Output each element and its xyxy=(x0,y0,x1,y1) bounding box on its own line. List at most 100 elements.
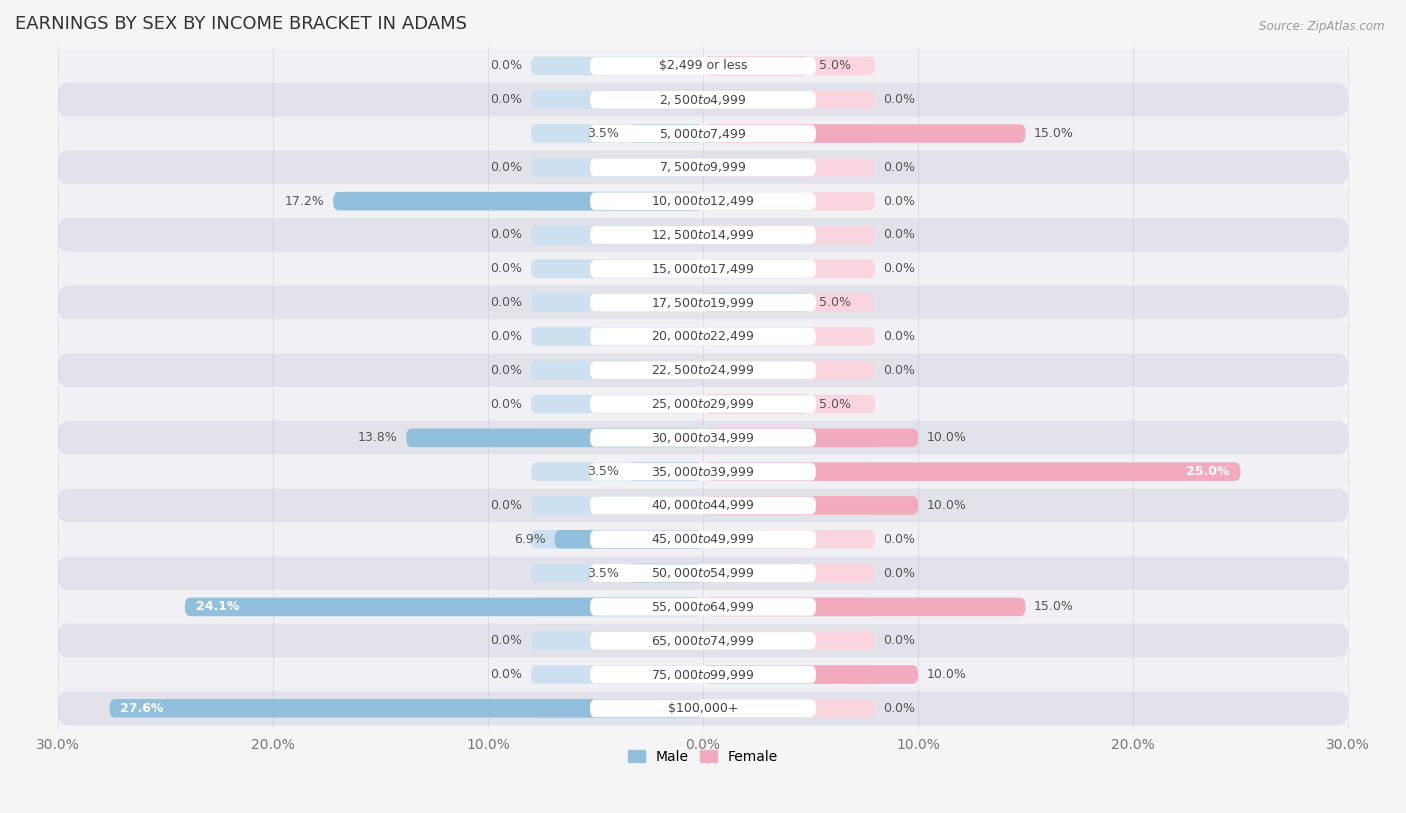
FancyBboxPatch shape xyxy=(58,320,1348,354)
FancyBboxPatch shape xyxy=(703,699,875,718)
Text: 0.0%: 0.0% xyxy=(491,228,523,241)
Text: 0.0%: 0.0% xyxy=(883,533,915,546)
FancyBboxPatch shape xyxy=(531,598,703,616)
Text: 0.0%: 0.0% xyxy=(883,702,915,715)
FancyBboxPatch shape xyxy=(703,158,875,176)
Text: $2,500 to $4,999: $2,500 to $4,999 xyxy=(659,93,747,107)
FancyBboxPatch shape xyxy=(58,252,1348,285)
FancyBboxPatch shape xyxy=(531,632,703,650)
Text: 5.0%: 5.0% xyxy=(820,59,851,72)
FancyBboxPatch shape xyxy=(58,624,1348,658)
FancyBboxPatch shape xyxy=(531,226,703,244)
FancyBboxPatch shape xyxy=(531,463,703,481)
FancyBboxPatch shape xyxy=(591,429,815,446)
Text: 10.0%: 10.0% xyxy=(927,432,966,445)
FancyBboxPatch shape xyxy=(627,463,703,481)
FancyBboxPatch shape xyxy=(703,395,875,413)
FancyBboxPatch shape xyxy=(531,57,703,76)
FancyBboxPatch shape xyxy=(627,563,703,582)
FancyBboxPatch shape xyxy=(531,158,703,176)
Text: $25,000 to $29,999: $25,000 to $29,999 xyxy=(651,397,755,411)
FancyBboxPatch shape xyxy=(58,218,1348,252)
Text: 0.0%: 0.0% xyxy=(883,363,915,376)
FancyBboxPatch shape xyxy=(591,699,815,717)
FancyBboxPatch shape xyxy=(703,665,918,684)
Text: 24.1%: 24.1% xyxy=(195,600,239,613)
FancyBboxPatch shape xyxy=(531,563,703,582)
FancyBboxPatch shape xyxy=(58,658,1348,691)
FancyBboxPatch shape xyxy=(591,57,815,75)
FancyBboxPatch shape xyxy=(531,395,703,413)
Text: 25.0%: 25.0% xyxy=(1187,465,1230,478)
Text: Source: ZipAtlas.com: Source: ZipAtlas.com xyxy=(1260,20,1385,33)
Text: 0.0%: 0.0% xyxy=(883,634,915,647)
Text: $2,499 or less: $2,499 or less xyxy=(659,59,747,72)
Text: 0.0%: 0.0% xyxy=(883,161,915,174)
FancyBboxPatch shape xyxy=(703,57,875,76)
FancyBboxPatch shape xyxy=(591,124,815,142)
FancyBboxPatch shape xyxy=(591,598,815,615)
Text: 0.0%: 0.0% xyxy=(491,363,523,376)
Text: 0.0%: 0.0% xyxy=(491,330,523,343)
FancyBboxPatch shape xyxy=(58,691,1348,725)
FancyBboxPatch shape xyxy=(703,259,875,278)
Text: $55,000 to $64,999: $55,000 to $64,999 xyxy=(651,600,755,614)
FancyBboxPatch shape xyxy=(591,226,815,244)
Text: 3.5%: 3.5% xyxy=(588,465,619,478)
FancyBboxPatch shape xyxy=(703,395,810,413)
Text: 0.0%: 0.0% xyxy=(883,93,915,107)
Text: $12,500 to $14,999: $12,500 to $14,999 xyxy=(651,228,755,242)
Text: $10,000 to $12,499: $10,000 to $12,499 xyxy=(651,194,755,208)
FancyBboxPatch shape xyxy=(591,260,815,277)
FancyBboxPatch shape xyxy=(58,556,1348,590)
FancyBboxPatch shape xyxy=(703,665,875,684)
FancyBboxPatch shape xyxy=(591,497,815,515)
FancyBboxPatch shape xyxy=(591,395,815,413)
Text: $15,000 to $17,499: $15,000 to $17,499 xyxy=(651,262,755,276)
FancyBboxPatch shape xyxy=(58,83,1348,116)
FancyBboxPatch shape xyxy=(703,598,1025,616)
FancyBboxPatch shape xyxy=(58,354,1348,387)
FancyBboxPatch shape xyxy=(703,632,875,650)
FancyBboxPatch shape xyxy=(703,463,875,481)
Text: $30,000 to $34,999: $30,000 to $34,999 xyxy=(651,431,755,445)
Text: 0.0%: 0.0% xyxy=(883,330,915,343)
FancyBboxPatch shape xyxy=(591,293,815,311)
FancyBboxPatch shape xyxy=(703,530,875,549)
FancyBboxPatch shape xyxy=(591,463,815,480)
FancyBboxPatch shape xyxy=(184,598,703,616)
FancyBboxPatch shape xyxy=(58,454,1348,489)
Text: 0.0%: 0.0% xyxy=(491,93,523,107)
FancyBboxPatch shape xyxy=(703,496,875,515)
FancyBboxPatch shape xyxy=(591,666,815,684)
FancyBboxPatch shape xyxy=(703,463,1240,481)
FancyBboxPatch shape xyxy=(703,293,875,312)
Text: 6.9%: 6.9% xyxy=(515,533,546,546)
Text: $75,000 to $99,999: $75,000 to $99,999 xyxy=(651,667,755,681)
FancyBboxPatch shape xyxy=(58,590,1348,624)
Text: 17.2%: 17.2% xyxy=(285,194,325,207)
FancyBboxPatch shape xyxy=(591,328,815,346)
Text: EARNINGS BY SEX BY INCOME BRACKET IN ADAMS: EARNINGS BY SEX BY INCOME BRACKET IN ADA… xyxy=(15,15,467,33)
FancyBboxPatch shape xyxy=(531,259,703,278)
FancyBboxPatch shape xyxy=(591,159,815,176)
FancyBboxPatch shape xyxy=(703,293,810,312)
Text: 0.0%: 0.0% xyxy=(491,263,523,276)
FancyBboxPatch shape xyxy=(531,293,703,312)
FancyBboxPatch shape xyxy=(406,428,703,447)
Text: $100,000+: $100,000+ xyxy=(668,702,738,715)
Text: 13.8%: 13.8% xyxy=(359,432,398,445)
Text: 10.0%: 10.0% xyxy=(927,668,966,681)
Text: 0.0%: 0.0% xyxy=(491,296,523,309)
FancyBboxPatch shape xyxy=(58,387,1348,421)
FancyBboxPatch shape xyxy=(703,192,875,211)
Text: $7,500 to $9,999: $7,500 to $9,999 xyxy=(659,160,747,174)
Text: 0.0%: 0.0% xyxy=(883,194,915,207)
Text: $35,000 to $39,999: $35,000 to $39,999 xyxy=(651,465,755,479)
Text: 0.0%: 0.0% xyxy=(491,398,523,411)
Legend: Male, Female: Male, Female xyxy=(623,745,783,769)
FancyBboxPatch shape xyxy=(703,428,918,447)
FancyBboxPatch shape xyxy=(58,421,1348,454)
FancyBboxPatch shape xyxy=(531,361,703,380)
FancyBboxPatch shape xyxy=(703,563,875,582)
